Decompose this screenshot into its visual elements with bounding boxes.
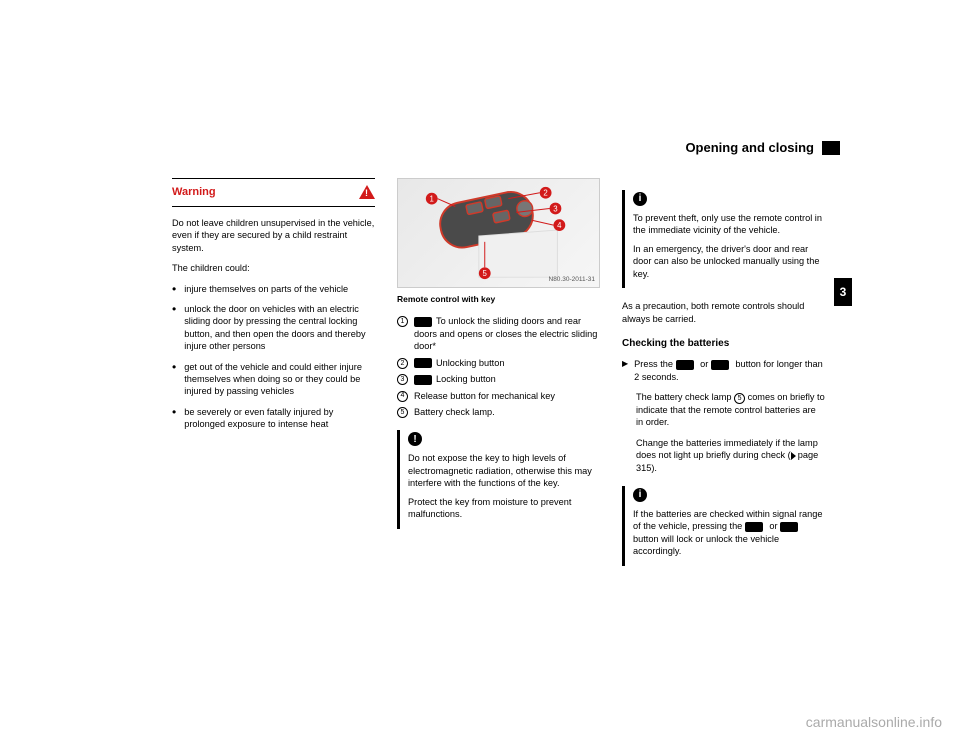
svg-text:4: 4: [557, 221, 562, 230]
warning-lead: The children could:: [172, 262, 375, 274]
warning-header: Warning: [172, 178, 375, 207]
svg-text:1: 1: [430, 195, 434, 204]
legend-num: 3: [397, 374, 408, 385]
legend-num: 2: [397, 358, 408, 369]
warning-label: Warning: [172, 185, 216, 200]
info2-text: If the batteries are checked within sign…: [633, 508, 825, 558]
bullet-text: be severely or even fatally injured by p…: [184, 406, 375, 431]
lock-icon: [780, 522, 798, 532]
sliding-door-icon: [414, 317, 432, 327]
svg-text:2: 2: [543, 189, 547, 198]
lock-icon: [711, 360, 729, 370]
ref-circ-5: 5: [734, 393, 745, 404]
info1-p2: In an emergency, the driver's door and r…: [633, 243, 825, 280]
legend-text: Release button for mechanical key: [414, 390, 555, 402]
bullet-text: get out of the vehicle and could either …: [184, 361, 375, 398]
info-icon: i: [633, 488, 647, 502]
caution-p1: Do not expose the key to high levels of …: [408, 452, 600, 489]
unlock-icon: [745, 522, 763, 532]
legend-text: Locking button: [414, 373, 496, 385]
bullet-text: unlock the door on vehicles with an elec…: [184, 303, 375, 353]
lock-icon: [414, 375, 432, 385]
check-step: Press the or button for longer than 2 se…: [622, 358, 825, 383]
warning-bullets: injure themselves on parts of the vehicl…: [172, 283, 375, 431]
unlock-icon: [414, 358, 432, 368]
unlock-icon: [676, 360, 694, 370]
bullet-text: injure themselves on parts of the vehicl…: [184, 283, 348, 295]
figure-caption: Remote control with key: [397, 294, 600, 305]
check-heading: Checking the batteries: [622, 337, 825, 351]
warning-triangle-icon: [359, 185, 375, 199]
column-2: 1 2 3 4 5 N80.30-2011-31 Remote control …: [397, 178, 600, 578]
svg-text:5: 5: [483, 269, 488, 278]
remote-key-figure: 1 2 3 4 5 N80.30-2011-31: [397, 178, 600, 288]
check-result: The battery check lamp 5 comes on briefl…: [622, 391, 825, 428]
legend-num: 4: [397, 391, 408, 402]
check-change: Change the batteries immediately if the …: [622, 437, 825, 474]
caution-p2: Protect the key from moisture to prevent…: [408, 496, 600, 521]
legend-text: Battery check lamp.: [414, 406, 495, 418]
legend-num: 5: [397, 407, 408, 418]
info1-p1: To prevent theft, only use the remote co…: [633, 212, 825, 237]
watermark: carmanualsonline.info: [806, 714, 942, 730]
figure-code: N80.30-2011-31: [549, 276, 596, 285]
caution-icon: !: [408, 432, 422, 446]
warning-intro: Do not leave children unsupervised in th…: [172, 217, 375, 254]
column-3: i To prevent theft, only use the remote …: [622, 178, 825, 578]
legend-num: 1: [397, 316, 408, 327]
legend-text: Unlocking button: [414, 357, 504, 369]
info-icon: i: [633, 192, 647, 206]
svg-text:3: 3: [553, 204, 558, 213]
info-note-1: i To prevent theft, only use the remote …: [622, 190, 825, 288]
legend-list: 1 To unlock the sliding doors and rear d…: [397, 315, 600, 418]
column-1: Warning Do not leave children unsupervis…: [172, 178, 375, 578]
legend-text: To unlock the sliding doors and rear doo…: [414, 315, 600, 352]
caution-note: ! Do not expose the key to high levels o…: [397, 430, 600, 528]
info-note-2: i If the batteries are checked within si…: [622, 486, 825, 566]
step-body: Press the or button for longer than 2 se…: [634, 358, 825, 383]
page-ref-icon: [791, 452, 796, 460]
precaution-text: As a precaution, both remote controls sh…: [622, 300, 825, 325]
